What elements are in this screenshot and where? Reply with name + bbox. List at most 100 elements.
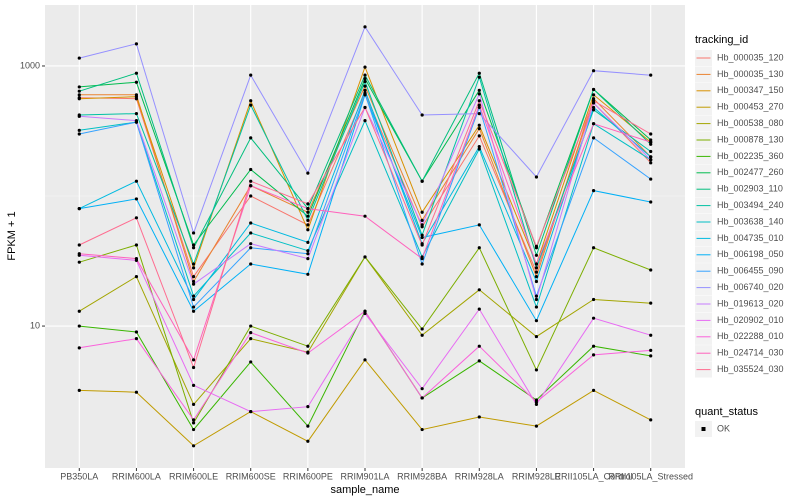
data-point (591, 122, 596, 126)
data-point (306, 214, 310, 218)
data-point (477, 415, 481, 419)
data-point (77, 252, 81, 256)
legend-label: Hb_020902_010 (717, 315, 784, 325)
data-point (591, 108, 596, 112)
data-point (77, 388, 81, 393)
data-point (534, 266, 539, 270)
legend-label: Hb_000538_080 (717, 118, 784, 128)
data-point (477, 147, 481, 151)
data-point (420, 235, 424, 240)
data-point (534, 319, 539, 323)
data-point (191, 243, 196, 247)
data-point (191, 365, 196, 370)
legend-label: Hb_002235_360 (717, 151, 784, 161)
x-tick-label: RRIM600LE (169, 471, 218, 481)
data-point (191, 309, 196, 313)
data-point (249, 242, 253, 246)
data-point (420, 427, 424, 432)
data-point (477, 134, 481, 138)
data-point (249, 73, 253, 77)
legend-label: OK (717, 423, 730, 433)
data-point (477, 223, 481, 227)
legend-label: Hb_019613_020 (717, 298, 784, 308)
data-point (306, 249, 310, 253)
data-point (134, 390, 139, 394)
legend-label: Hb_000453_270 (717, 102, 784, 112)
data-point (477, 99, 481, 103)
data-point (477, 71, 481, 75)
data-point (77, 260, 81, 264)
legend-swatch (701, 427, 706, 431)
legend-label: Hb_000035_120 (717, 52, 784, 62)
data-point (534, 334, 539, 339)
data-point (534, 297, 539, 302)
x-tick-label: RRII105LA_Control (555, 471, 633, 481)
data-point (306, 405, 310, 409)
data-point (420, 327, 424, 331)
data-point (306, 207, 310, 211)
data-point (477, 123, 481, 127)
data-point (77, 309, 81, 313)
data-point (306, 252, 310, 256)
x-axis-title: sample_name (330, 484, 399, 496)
data-point (134, 337, 139, 341)
data-point (191, 305, 196, 309)
data-point (477, 88, 481, 92)
data-point (534, 244, 539, 248)
y-tick-label: 1000 (20, 60, 40, 70)
x-tick-label: RRIM928LE (512, 471, 561, 481)
data-point (249, 179, 253, 183)
data-point (649, 418, 653, 422)
legend-label: Hb_002477_260 (717, 167, 784, 177)
data-point (477, 112, 481, 116)
y-tick-label: 10 (30, 320, 40, 330)
data-point (306, 257, 310, 261)
data-point (591, 316, 596, 320)
data-point (591, 136, 596, 140)
x-tick-label: RRII105LA_Stressed (608, 471, 693, 481)
data-point (134, 42, 139, 46)
data-point (363, 255, 367, 259)
x-tick-label: RRIM600SE (226, 471, 276, 481)
data-point (363, 309, 367, 313)
data-point (77, 346, 81, 350)
data-point (249, 360, 253, 364)
data-point (306, 439, 310, 443)
data-point (534, 279, 539, 284)
data-point (477, 144, 481, 149)
data-point (591, 87, 596, 92)
legend-label: Hb_002903_110 (717, 184, 783, 194)
data-point (363, 76, 367, 81)
data-point (77, 207, 81, 211)
legend-label: Hb_006198_050 (717, 249, 784, 259)
data-point (534, 270, 539, 274)
data-point (306, 424, 310, 428)
data-point (134, 112, 139, 116)
legend-label: Hb_024714_030 (717, 348, 784, 358)
data-point (591, 99, 596, 103)
data-point (591, 388, 596, 393)
data-point (306, 228, 310, 232)
data-point (649, 155, 653, 159)
data-point (649, 333, 653, 337)
data-point (534, 275, 539, 279)
x-tick-label: RRIM901LA (340, 471, 389, 481)
data-point (191, 262, 196, 266)
data-point (191, 297, 196, 302)
data-point (420, 179, 424, 183)
x-tick-label: RRIM600LA (112, 471, 161, 481)
data-point (249, 324, 253, 328)
data-point (649, 132, 653, 136)
legend-label: Hb_003494_240 (717, 200, 784, 210)
data-point (591, 93, 596, 97)
data-point (420, 210, 424, 214)
data-point (306, 272, 310, 276)
legend-label: Hb_006740_020 (717, 282, 784, 292)
data-point (306, 218, 310, 222)
data-point (191, 294, 196, 298)
data-point (77, 97, 81, 101)
data-point (77, 114, 81, 118)
data-point (134, 275, 139, 279)
legend-title: quant_status (695, 406, 758, 418)
data-point (77, 56, 81, 60)
